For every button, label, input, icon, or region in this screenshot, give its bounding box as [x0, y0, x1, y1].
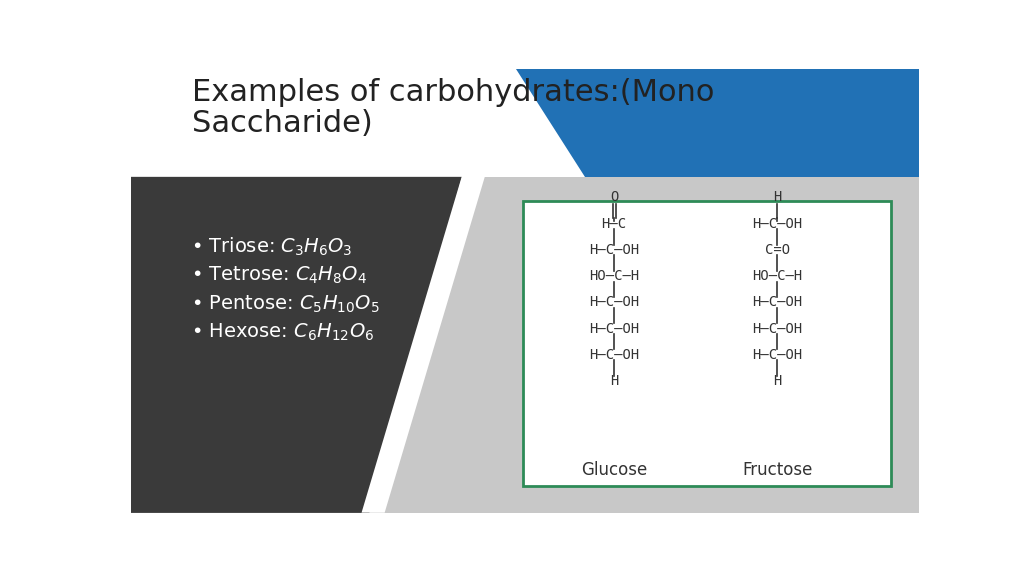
Text: Examples of carbohydrates:(Mono: Examples of carbohydrates:(Mono	[193, 78, 715, 108]
Text: • Pentose: $C_5H_{10}O_5$: • Pentose: $C_5H_{10}O_5$	[190, 293, 379, 314]
Text: H–C–OH: H–C–OH	[589, 321, 639, 336]
Text: H: H	[610, 374, 618, 388]
Polygon shape	[131, 177, 462, 513]
Text: H–C–OH: H–C–OH	[753, 348, 803, 362]
Text: H–C–OH: H–C–OH	[753, 295, 803, 309]
Text: H–C–OH: H–C–OH	[589, 348, 639, 362]
Polygon shape	[361, 177, 484, 513]
Text: Fructose: Fructose	[742, 461, 813, 479]
Text: H–C: H–C	[601, 217, 627, 231]
Text: Glucose: Glucose	[581, 461, 647, 479]
Text: H: H	[773, 374, 781, 388]
Text: HO–C–H: HO–C–H	[753, 269, 803, 283]
Text: • Triose: $C_3H_6O_3$: • Triose: $C_3H_6O_3$	[190, 236, 352, 258]
Text: • Hexose: $C_6H_{12}O_6$: • Hexose: $C_6H_{12}O_6$	[190, 322, 374, 343]
Text: H–C–OH: H–C–OH	[589, 243, 639, 257]
Text: H–C–OH: H–C–OH	[589, 295, 639, 309]
Text: H: H	[773, 190, 781, 204]
Polygon shape	[131, 177, 462, 513]
Bar	[131, 177, 920, 513]
Text: H–C–OH: H–C–OH	[753, 217, 803, 231]
Text: • Tetrose: $C_4H_8O_4$: • Tetrose: $C_4H_8O_4$	[190, 265, 367, 286]
Text: Saccharide): Saccharide)	[193, 109, 373, 138]
Bar	[131, 69, 920, 177]
Text: H–C–OH: H–C–OH	[753, 321, 803, 336]
Text: O: O	[610, 190, 618, 204]
Text: C=O: C=O	[765, 243, 790, 257]
Bar	[523, 201, 891, 486]
Text: HO–C–H: HO–C–H	[589, 269, 639, 283]
Polygon shape	[515, 69, 920, 177]
